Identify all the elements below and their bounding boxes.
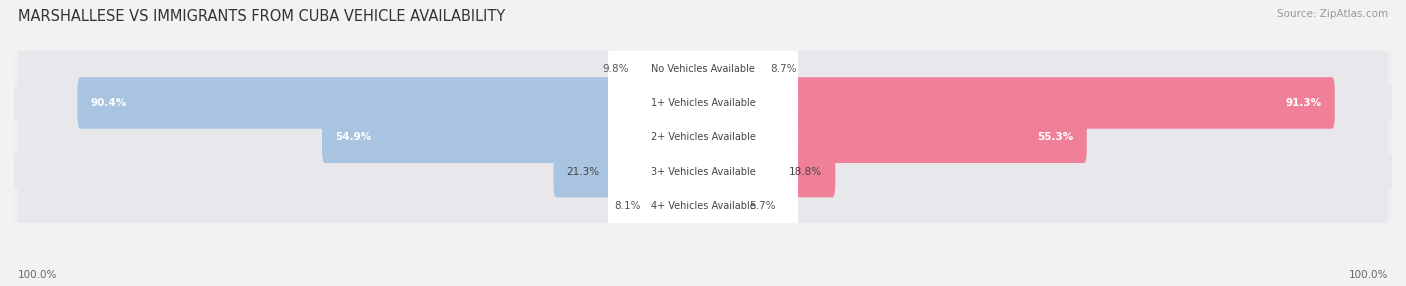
Text: Source: ZipAtlas.com: Source: ZipAtlas.com (1277, 9, 1388, 19)
Text: 2+ Vehicles Available: 2+ Vehicles Available (651, 132, 755, 142)
FancyBboxPatch shape (607, 47, 799, 91)
FancyBboxPatch shape (18, 111, 1388, 163)
Text: 9.8%: 9.8% (602, 64, 628, 74)
Text: 5.7%: 5.7% (749, 201, 776, 211)
FancyBboxPatch shape (607, 81, 799, 125)
FancyBboxPatch shape (18, 77, 1388, 129)
FancyBboxPatch shape (322, 112, 706, 163)
Text: 18.8%: 18.8% (789, 167, 823, 176)
Text: 55.3%: 55.3% (1038, 132, 1074, 142)
FancyBboxPatch shape (700, 77, 1334, 129)
FancyBboxPatch shape (607, 150, 799, 194)
Text: 100.0%: 100.0% (1348, 270, 1388, 280)
FancyBboxPatch shape (644, 180, 706, 232)
Text: MARSHALLESE VS IMMIGRANTS FROM CUBA VEHICLE AVAILABILITY: MARSHALLESE VS IMMIGRANTS FROM CUBA VEHI… (18, 9, 506, 23)
FancyBboxPatch shape (18, 146, 1388, 198)
Text: 100.0%: 100.0% (18, 270, 58, 280)
FancyBboxPatch shape (18, 43, 1388, 95)
FancyBboxPatch shape (700, 180, 745, 232)
FancyBboxPatch shape (77, 77, 706, 129)
Text: No Vehicles Available: No Vehicles Available (651, 64, 755, 74)
Bar (14, 51, 1392, 86)
Text: 21.3%: 21.3% (567, 167, 600, 176)
Text: 8.1%: 8.1% (614, 201, 640, 211)
Bar (14, 154, 1392, 189)
Text: 3+ Vehicles Available: 3+ Vehicles Available (651, 167, 755, 176)
FancyBboxPatch shape (554, 146, 706, 197)
FancyBboxPatch shape (633, 43, 706, 94)
FancyBboxPatch shape (18, 180, 1388, 232)
Text: 1+ Vehicles Available: 1+ Vehicles Available (651, 98, 755, 108)
Text: 8.7%: 8.7% (770, 64, 796, 74)
Bar (14, 120, 1392, 154)
Text: 91.3%: 91.3% (1285, 98, 1322, 108)
Bar (14, 86, 1392, 120)
Text: 4+ Vehicles Available: 4+ Vehicles Available (651, 201, 755, 211)
Text: 54.9%: 54.9% (335, 132, 371, 142)
Bar (14, 189, 1392, 223)
FancyBboxPatch shape (607, 115, 799, 159)
Text: 90.4%: 90.4% (90, 98, 127, 108)
FancyBboxPatch shape (607, 184, 799, 228)
FancyBboxPatch shape (700, 112, 1087, 163)
FancyBboxPatch shape (700, 43, 766, 94)
FancyBboxPatch shape (700, 146, 835, 197)
